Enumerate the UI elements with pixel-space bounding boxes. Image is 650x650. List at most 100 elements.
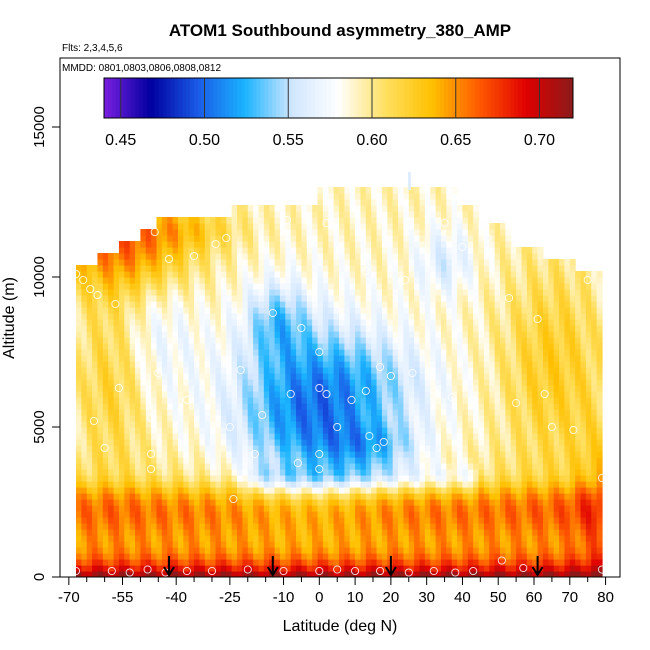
heatmap-cell	[371, 433, 378, 440]
heatmap-cell	[398, 355, 405, 362]
heatmap-cell	[365, 187, 372, 194]
heatmap-cell	[312, 373, 319, 380]
heatmap-cell	[500, 541, 506, 548]
heatmap-cell	[113, 259, 120, 266]
heatmap-cell	[478, 385, 485, 392]
heatmap-cell	[118, 247, 125, 254]
heatmap-cell	[269, 223, 276, 230]
heatmap-cell	[220, 343, 227, 350]
heatmap-cell	[253, 391, 260, 398]
heatmap-cell	[263, 517, 270, 524]
heatmap-cell	[156, 379, 163, 386]
heatmap-cell	[172, 559, 179, 566]
heatmap-cell	[376, 259, 383, 266]
heatmap-cell	[339, 541, 345, 548]
heatmap-cell	[194, 391, 201, 398]
heatmap-cell	[237, 445, 243, 452]
heatmap-cell	[317, 193, 324, 200]
heatmap-cell	[510, 415, 517, 422]
heatmap-cell	[371, 415, 378, 422]
heatmap-cell	[462, 211, 469, 218]
heatmap-cell	[328, 193, 335, 200]
heatmap-cell	[360, 469, 367, 476]
heatmap-cell	[505, 337, 512, 344]
heatmap-cell	[333, 469, 340, 476]
heatmap-cell	[424, 205, 431, 212]
heatmap-cell	[167, 505, 174, 512]
heatmap-cell	[183, 253, 190, 260]
heatmap-cell	[440, 253, 447, 260]
heatmap-cell	[118, 427, 125, 434]
heatmap-cell	[76, 451, 82, 458]
heatmap-cell	[483, 559, 490, 566]
heatmap-cell	[118, 547, 125, 554]
heatmap-cell	[237, 313, 243, 320]
heatmap-cell	[371, 391, 378, 398]
heatmap-cell	[317, 571, 324, 577]
heatmap-cell	[483, 499, 490, 506]
heatmap-cell	[124, 277, 131, 284]
heatmap-cell	[172, 523, 179, 530]
heatmap-cell	[301, 283, 308, 290]
heatmap-cell	[161, 559, 168, 566]
heatmap-cell	[381, 391, 388, 398]
heatmap-cell	[467, 271, 474, 278]
heatmap-cell	[285, 373, 292, 380]
heatmap-cell	[237, 529, 243, 536]
heatmap-cell	[473, 331, 480, 338]
heatmap-cell	[172, 223, 179, 230]
heatmap-cell	[183, 445, 190, 452]
heatmap-cell	[118, 325, 125, 332]
heatmap-cell	[408, 259, 415, 266]
heatmap-cell	[124, 295, 131, 302]
heatmap-cell	[355, 199, 362, 206]
heatmap-cell	[344, 331, 351, 338]
heatmap-cell	[446, 529, 453, 536]
heatmap-cell	[210, 217, 217, 224]
heatmap-cell	[135, 559, 142, 566]
heatmap-cell	[274, 223, 281, 230]
heatmap-cell	[510, 451, 517, 458]
heatmap-cell	[231, 301, 238, 308]
heatmap-cell	[124, 337, 131, 344]
heatmap-cell	[414, 511, 421, 518]
heatmap-cell	[483, 397, 490, 404]
heatmap-cell	[124, 493, 131, 500]
heatmap-cell	[210, 457, 217, 464]
heatmap-cell	[237, 373, 243, 380]
heatmap-cell	[419, 205, 426, 212]
heatmap-cell	[419, 541, 426, 548]
heatmap-cell	[97, 535, 104, 542]
heatmap-cell	[199, 325, 206, 332]
heatmap-cell	[183, 511, 190, 518]
heatmap-cell	[172, 301, 179, 308]
heatmap-cell	[140, 445, 147, 452]
heatmap-cell	[258, 541, 265, 548]
heatmap-cell	[355, 511, 362, 518]
heatmap-cell	[381, 523, 388, 530]
heatmap-cell	[446, 385, 453, 392]
heatmap-cell	[376, 331, 383, 338]
heatmap-cell	[505, 529, 512, 536]
heatmap-cell	[387, 427, 394, 434]
heatmap-cell	[392, 235, 399, 242]
heatmap-cell	[403, 229, 410, 236]
heatmap-cell	[285, 517, 292, 524]
heatmap-cell	[462, 493, 469, 500]
heatmap-cell	[210, 427, 217, 434]
heatmap-cell	[467, 349, 474, 356]
heatmap-cell	[376, 355, 383, 362]
heatmap-cell	[81, 283, 88, 290]
heatmap-cell	[430, 343, 437, 350]
heatmap-cell	[151, 355, 158, 362]
heatmap-cell	[414, 445, 421, 452]
heatmap-cell	[274, 481, 281, 488]
heatmap-cell	[210, 475, 217, 482]
heatmap-cell	[328, 331, 335, 338]
heatmap-cell	[188, 433, 195, 440]
heatmap-cell	[274, 403, 281, 410]
heatmap-cell	[365, 517, 372, 524]
heatmap-cell	[285, 505, 292, 512]
heatmap-cell	[510, 367, 517, 374]
heatmap-cell	[344, 469, 351, 476]
